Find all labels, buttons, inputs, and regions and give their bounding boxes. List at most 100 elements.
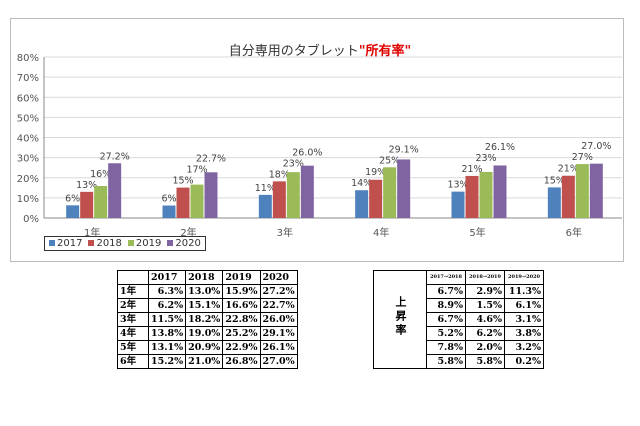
column-header: 2019→2020 — [504, 270, 544, 285]
bar-2020 — [589, 163, 603, 218]
data-label: 15% — [172, 176, 193, 187]
chart-title-text: 自分専用のタブレット — [228, 44, 359, 59]
bar-2020 — [397, 159, 411, 218]
bar-2017 — [451, 191, 465, 218]
table-cell: 25.2% — [222, 326, 261, 341]
bar-2019 — [190, 184, 204, 218]
table-cell: 6.7% — [426, 312, 466, 327]
data-label: 26.0% — [292, 147, 322, 158]
table-row: 2年 6.2% 15.1% 16.6% 22.7% — [117, 298, 298, 313]
table-row: 7.8% 2.0% 3.2% — [374, 340, 544, 355]
column-header: 2018 — [185, 270, 224, 285]
table-cell: 3.1% — [504, 312, 544, 327]
table-cell: 27.2% — [259, 284, 298, 299]
bar-2019 — [383, 167, 397, 218]
table-cell: 2.0% — [465, 340, 505, 355]
data-label: 18% — [269, 169, 290, 180]
table-cell: 13.8% — [147, 326, 187, 341]
y-tick-label: 50% — [17, 113, 39, 124]
legend-item-2019: 2019 — [127, 238, 162, 249]
table-cell: 0.2% — [504, 354, 544, 369]
y-tick-label: 10% — [17, 194, 39, 205]
column-header: 2017→2018 — [426, 270, 466, 285]
table-row: 6年 15.2% 21.0% 26.8% 27.0% — [117, 354, 298, 369]
column-header: 2017 — [147, 270, 187, 285]
table-cell: 2.9% — [465, 284, 505, 299]
table-cell: 13.1% — [147, 340, 187, 355]
legend: 2017 2018 2019 2020 — [44, 236, 206, 251]
data-label: 21% — [461, 164, 482, 175]
header-row: 2017 2018 2019 2020 — [117, 270, 298, 285]
table-cell: 1.5% — [465, 298, 505, 313]
data-label: 13% — [76, 180, 97, 191]
table-cell: 16.6% — [222, 298, 261, 313]
bar-2018 — [80, 191, 94, 218]
data-label: 23% — [475, 153, 496, 164]
column-header: 2020 — [259, 270, 298, 285]
legend-item-2018: 2018 — [88, 238, 122, 249]
table-cell: 8.9% — [426, 298, 466, 313]
bar-2017 — [258, 194, 272, 218]
bar-chart: 0%10%20%30%40%50%60%70%80%1年6%13%16%27.2… — [17, 53, 622, 239]
bar-2017 — [162, 205, 176, 218]
table-row: 4年 13.8% 19.0% 25.2% 29.1% — [117, 326, 298, 341]
bar-2018 — [272, 181, 286, 218]
bar-2018 — [465, 175, 479, 218]
table-cell: 2年 — [117, 298, 149, 313]
x-tick-label: 3年 — [277, 226, 293, 239]
table-cell: 18.2% — [185, 312, 224, 327]
data-label: 29.1% — [389, 144, 419, 155]
table-cell: 6.2% — [465, 326, 505, 341]
bar-2018 — [176, 187, 190, 218]
data-label: 19% — [365, 167, 386, 178]
table-cell: 4.6% — [465, 312, 505, 327]
table-cell: 22.7% — [259, 298, 298, 313]
x-tick-label: 6年 — [566, 226, 582, 239]
data-label: 6% — [65, 193, 80, 204]
table-cell: 3年 — [117, 312, 149, 327]
chart-title: 自分専用のタブレット"所有率" — [0, 40, 640, 59]
x-tick-label: 2年 — [180, 226, 196, 239]
bar-2017 — [355, 190, 369, 218]
legend-swatch — [49, 240, 55, 246]
legend-label: 2017 — [57, 238, 83, 249]
legend-swatch — [88, 240, 95, 246]
x-tick-label: 5年 — [469, 226, 485, 239]
data-label: 27.0% — [581, 141, 611, 152]
bar-2019 — [286, 172, 300, 218]
legend-label: 2019 — [135, 238, 162, 249]
bar-2020 — [493, 165, 507, 218]
data-label: 27% — [572, 152, 593, 163]
column-header: 2018→2019 — [465, 270, 505, 285]
table-row: 8.9% 1.5% 6.1% — [374, 298, 544, 313]
legend-item-2020: 2020 — [167, 238, 201, 249]
data-label: 15% — [544, 175, 565, 186]
table-cell: 11.3% — [504, 284, 544, 299]
table-cell: 21.0% — [185, 354, 224, 369]
table-cell: 15.2% — [147, 354, 187, 369]
table-cell: 6年 — [117, 354, 149, 369]
table-cell: 1年 — [117, 284, 149, 299]
y-tick-label: 0% — [23, 214, 39, 225]
header-row: 上昇率 2017→2018 2018→2019 2019→2020 — [373, 270, 544, 369]
table-cell: 5.8% — [426, 354, 466, 369]
legend-label: 2018 — [96, 238, 122, 249]
table-cell: 11.5% — [147, 312, 187, 327]
table-row: 5.8% 5.8% 0.2% — [374, 354, 544, 369]
increase-rate-table: 上昇率 2017→2018 2018→2019 2019→2020 6.7% 2.9% 11… — [373, 270, 544, 369]
y-tick-label: 30% — [17, 154, 39, 165]
side-label: 上昇率 — [394, 296, 407, 338]
table-cell: 6.7% — [426, 284, 466, 299]
y-tick-label: 40% — [17, 134, 39, 145]
column-header: 2019 — [222, 270, 261, 285]
legend-swatch — [127, 240, 134, 246]
table-cell: 29.1% — [259, 326, 298, 341]
table-cell: 4年 — [117, 326, 149, 341]
legend-swatch — [167, 240, 174, 246]
table-cell: 5.2% — [426, 326, 466, 341]
table-row: 5年 13.1% 20.9% 22.9% 26.1% — [117, 340, 298, 355]
table-cell: 3.2% — [504, 340, 544, 355]
data-label: 14% — [351, 178, 372, 189]
table-cell: 15.9% — [222, 284, 261, 299]
table-cell: 6.3% — [147, 284, 187, 299]
